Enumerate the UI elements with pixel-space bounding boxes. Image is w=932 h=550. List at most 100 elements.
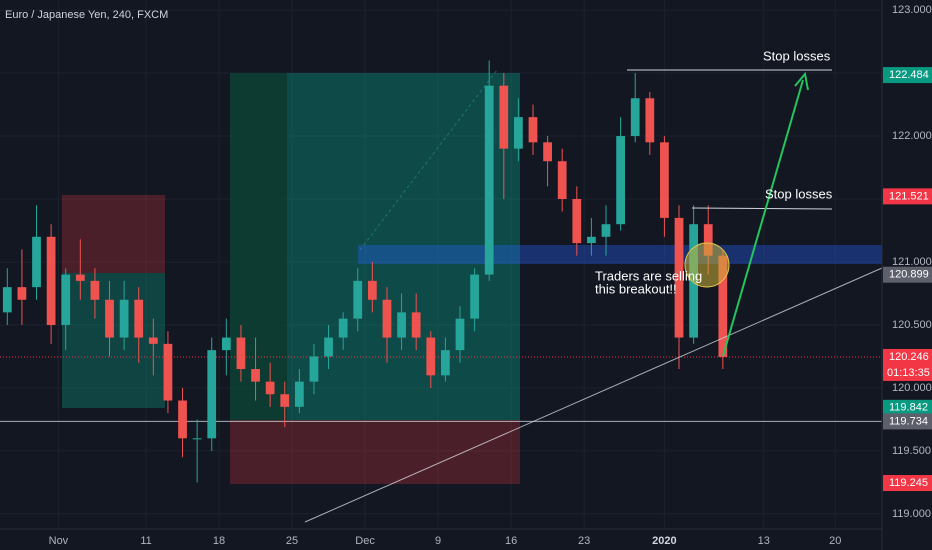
candle-body xyxy=(90,280,100,300)
x-tick-label: 11 xyxy=(140,535,151,547)
price-badge-label: 119.245 xyxy=(889,477,928,489)
price-badge xyxy=(883,475,932,492)
candle-body xyxy=(367,280,377,300)
candle-body xyxy=(484,85,494,275)
candle-body xyxy=(75,274,85,281)
candle-body xyxy=(382,299,392,338)
candle-body xyxy=(119,299,129,338)
target-line xyxy=(359,69,498,251)
last-price-badge xyxy=(883,348,932,381)
x-tick-label: 20 xyxy=(829,535,841,547)
reward-zone xyxy=(62,273,165,408)
last-price-label: 120.246 xyxy=(889,351,929,363)
drawing-zones xyxy=(62,69,882,484)
x-tick-label: 23 xyxy=(578,535,590,547)
drawings: Stop losses Stop losses Traders are sell… xyxy=(5,9,883,523)
price-badge xyxy=(883,399,932,416)
candle-body xyxy=(441,350,450,376)
x-tick-label: 2020 xyxy=(652,535,676,547)
candle-body xyxy=(163,343,173,401)
candle-body xyxy=(265,381,275,395)
countdown-label: 01:13:35 xyxy=(887,367,930,379)
candle-body xyxy=(309,356,319,382)
candle-body xyxy=(324,337,333,357)
price-badge-label: 120.899 xyxy=(889,269,929,281)
annotation: Stop losses xyxy=(763,48,831,63)
candle-body xyxy=(148,337,158,344)
x-tick-label: Dec xyxy=(355,535,375,547)
candle-body xyxy=(470,274,479,319)
candle-body xyxy=(703,224,713,256)
candle-body xyxy=(32,236,41,288)
candle-body xyxy=(455,318,465,351)
x-tick-label: 25 xyxy=(286,535,298,547)
candle-body xyxy=(2,287,12,313)
y-tick-label: 122.000 xyxy=(892,130,932,142)
risk-zone xyxy=(230,420,520,484)
candle-body xyxy=(178,400,187,439)
candle-body xyxy=(630,98,640,137)
candle-body xyxy=(587,236,596,244)
x-tick-label: 18 xyxy=(213,535,225,547)
y-tick-label: 121.000 xyxy=(892,256,932,268)
candle-body xyxy=(543,142,552,162)
trend-line xyxy=(304,267,883,523)
annotation: Stop losses xyxy=(765,186,833,201)
stop-line xyxy=(691,207,833,210)
candle-body xyxy=(645,98,655,143)
y-tick-label: 119.000 xyxy=(892,508,931,520)
candle-body xyxy=(236,337,246,370)
price-badge xyxy=(883,413,932,430)
price-badge-label: 122.484 xyxy=(889,69,929,81)
arrow-shaft xyxy=(722,79,804,357)
candle-body xyxy=(280,394,290,407)
price-badge xyxy=(883,266,932,283)
price-badge xyxy=(883,188,932,205)
candle-body xyxy=(192,438,202,440)
candle-body xyxy=(207,350,217,439)
candle-body xyxy=(251,369,260,382)
candle-body xyxy=(105,299,114,338)
candle-body xyxy=(499,85,509,149)
resistance-zone xyxy=(358,245,882,264)
candle-body xyxy=(514,117,523,149)
x-tick-label: 13 xyxy=(758,535,770,547)
price-badge-label: 119.842 xyxy=(889,402,928,414)
candle-body xyxy=(46,236,56,325)
candle-body xyxy=(294,381,304,407)
price-badge-label: 119.734 xyxy=(889,415,928,427)
candle-body xyxy=(718,255,728,357)
candle-body xyxy=(338,318,348,338)
candle-body xyxy=(221,337,231,351)
y-tick-label: 120.000 xyxy=(892,382,932,394)
y-tick-label: 123.000 xyxy=(892,4,932,16)
price-badge-label: 121.521 xyxy=(889,190,929,202)
candle-body xyxy=(426,337,436,376)
x-tick-label: 16 xyxy=(505,535,517,547)
price-badge xyxy=(883,67,932,84)
x-tick-label: 9 xyxy=(435,535,441,547)
candle-body xyxy=(601,224,611,237)
candle-body xyxy=(61,274,71,325)
annotation: this breakout!! xyxy=(595,281,677,296)
chart-title: Euro / Japanese Yen, 240, FXCM xyxy=(5,9,168,21)
highlight-circle xyxy=(684,242,730,288)
y-tick-label: 119.500 xyxy=(892,445,931,457)
x-tick-label: Nov xyxy=(49,535,69,547)
candle-body xyxy=(660,142,669,218)
candle-body xyxy=(397,312,406,338)
candle-body xyxy=(353,280,363,319)
risk-zone xyxy=(62,195,165,273)
candle-body xyxy=(528,117,538,143)
candle-body xyxy=(572,199,582,244)
candle-body xyxy=(557,161,567,200)
annotation: Traders are selling xyxy=(595,268,702,283)
candle-body xyxy=(411,312,421,338)
y-tick-label: 120.500 xyxy=(892,319,932,331)
candle-body xyxy=(616,136,625,225)
grid xyxy=(0,0,882,529)
